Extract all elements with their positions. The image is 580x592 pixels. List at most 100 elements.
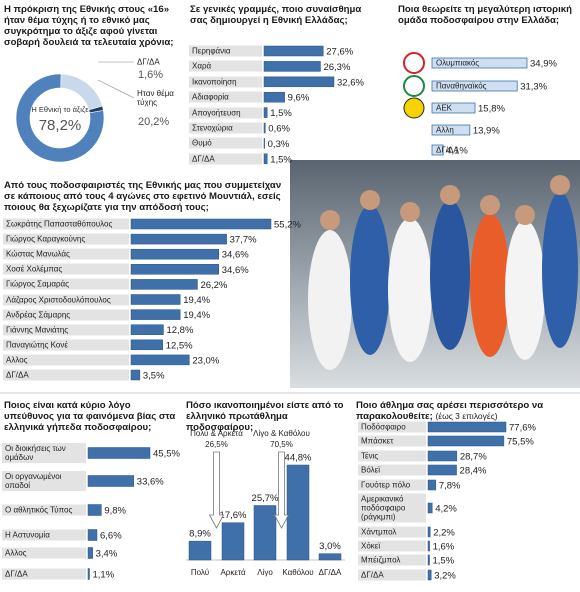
- chart-title: Πόσο ικανοποιημένοι είστε από το ελληνικ…: [186, 400, 346, 433]
- category-label: Παναθηναϊκός: [436, 81, 487, 91]
- value-label: 17,6%: [220, 510, 247, 521]
- category-label: Σωκράτης Παπασταθόπουλος: [3, 218, 129, 230]
- chart-title: Ποιο άθλημα σας αρέσει περισσότερο να πα…: [356, 400, 576, 422]
- category-label: Καθόλου: [282, 568, 313, 577]
- chart-title: Από τους ποδοσφαιριστές της Εθνικής μας …: [4, 180, 289, 213]
- bar: [431, 80, 518, 92]
- value-label: 20,2%: [138, 116, 169, 128]
- value-label: 28,7%: [460, 452, 487, 463]
- value-label: 15,8%: [478, 104, 505, 115]
- value-label: 13,9%: [473, 126, 500, 137]
- value-label: 32,6%: [337, 77, 364, 88]
- category-label: Λίγο: [257, 568, 273, 577]
- bar: [263, 138, 265, 149]
- bar: [431, 102, 476, 114]
- donut-slice: [88, 105, 104, 114]
- group-arrow: [273, 451, 290, 529]
- value-label: 9,6%: [288, 93, 310, 104]
- category-label: Γιώργος Καραγκούνης: [3, 233, 129, 245]
- leader-line: [97, 79, 135, 99]
- value-label: 4,1%: [446, 146, 468, 157]
- category-label: ΔΓ/ΔΑ: [436, 145, 459, 155]
- chart-title: Ποιος είναι κατά κύριο λόγο υπεύθυνος γι…: [4, 400, 180, 433]
- category-label: Ολυμπιακός: [436, 58, 480, 68]
- category-label: Η Αστυνομία: [2, 529, 86, 541]
- bar: [427, 526, 431, 538]
- category-label: Γουότερ πόλο: [358, 479, 426, 491]
- category-label: ΔΓ/ΔΑ: [358, 569, 426, 581]
- value-label: 26,2%: [200, 280, 227, 291]
- category-label: Πολύ: [191, 568, 209, 577]
- value-label: 75,5%: [507, 437, 534, 448]
- bar: [130, 218, 272, 230]
- bar: [263, 45, 324, 57]
- value-label: 19,4%: [183, 295, 210, 306]
- category-label: Ο αθλητικός Τύπος: [2, 504, 86, 516]
- value-label: 23,0%: [192, 355, 219, 366]
- value-label: 4,2%: [435, 504, 457, 515]
- bar: [427, 554, 430, 566]
- value-label: 34,6%: [222, 265, 249, 276]
- value-label: 2,2%: [433, 528, 455, 539]
- donut-slice: [15, 73, 105, 163]
- bar: [130, 369, 141, 381]
- title-text: Η πρόκριση της Εθνικής στους «16» ήταν θ…: [4, 4, 174, 48]
- value-label: 33,6%: [137, 477, 164, 488]
- group-value: 26,5%: [205, 440, 228, 449]
- bar: [87, 568, 90, 580]
- category-label: Χόκεϊ: [358, 540, 426, 552]
- value-label: 44,8%: [285, 453, 312, 464]
- value-label: 1,5%: [270, 154, 292, 165]
- category-label: Αλλος: [2, 547, 86, 559]
- value-label: 19,4%: [183, 310, 210, 321]
- bar: [188, 540, 212, 561]
- value-label: 25,7%: [252, 493, 279, 504]
- title-text: Ποιο άθλημα σας αρέσει περισσότερο να πα…: [356, 400, 544, 422]
- bar: [253, 505, 277, 561]
- value-label: 3,4%: [96, 549, 118, 560]
- bar: [318, 553, 342, 561]
- category-label: Κώστας Μανωλάς: [3, 248, 129, 260]
- category-label: Παναγιώτης Κονέ: [3, 339, 129, 351]
- bar: [130, 294, 181, 305]
- value-label: 34,9%: [530, 59, 557, 70]
- category-label: Οι οργανωμένοι οπαδοί: [2, 471, 86, 491]
- bar: [130, 324, 164, 335]
- title-text: Ποια θεωρείτε τη μεγαλύτερη ιστορική ομά…: [398, 4, 572, 26]
- legend-label: Ηταν θέμα τύχης: [137, 89, 174, 107]
- value-label: 0,3%: [268, 139, 290, 150]
- category-label: Μπέιζμπολ: [358, 554, 426, 566]
- category-label: Βόλεϊ: [358, 464, 426, 476]
- bar: [130, 248, 220, 260]
- value-label: 34,6%: [222, 250, 249, 261]
- category-label: Μπάσκετ: [358, 435, 426, 447]
- bar: [130, 339, 163, 351]
- value-label: 31,3%: [520, 82, 547, 93]
- title-text: Ποιος είναι κατά κύριο λόγο υπεύθυνος γι…: [4, 400, 176, 433]
- bar: [286, 464, 310, 561]
- category-label: ΑΕΚ: [436, 103, 453, 113]
- bar: [427, 479, 437, 491]
- value-label: 12,5%: [166, 340, 193, 351]
- value-label: 28,4%: [460, 466, 487, 477]
- chart-title: Ποια θεωρείτε τη μεγαλύτερη ιστορική ομά…: [398, 4, 578, 26]
- center-value: 78,2%: [39, 117, 82, 134]
- category-label: Αλλος: [3, 354, 129, 366]
- category-label: Χάντμπολ: [358, 526, 426, 538]
- title-text: Σε γενικές γραμμές, ποιο συναίσθημα σας …: [190, 4, 362, 26]
- value-label: 8,9%: [189, 529, 211, 540]
- group-arrow: [208, 451, 225, 529]
- bar: [87, 529, 98, 541]
- bar: [427, 540, 430, 552]
- category-label: Γιώργος Σαμαράς: [3, 278, 129, 290]
- bar: [427, 464, 457, 476]
- bar: [87, 447, 151, 459]
- category-label: Λάζαρος Χριστοδουλόπουλος: [3, 294, 129, 305]
- bar: [427, 450, 458, 462]
- bar: [130, 264, 220, 275]
- bar: [431, 124, 471, 136]
- value-label: 1,1%: [92, 570, 114, 581]
- category-label: Αλλη: [436, 125, 454, 135]
